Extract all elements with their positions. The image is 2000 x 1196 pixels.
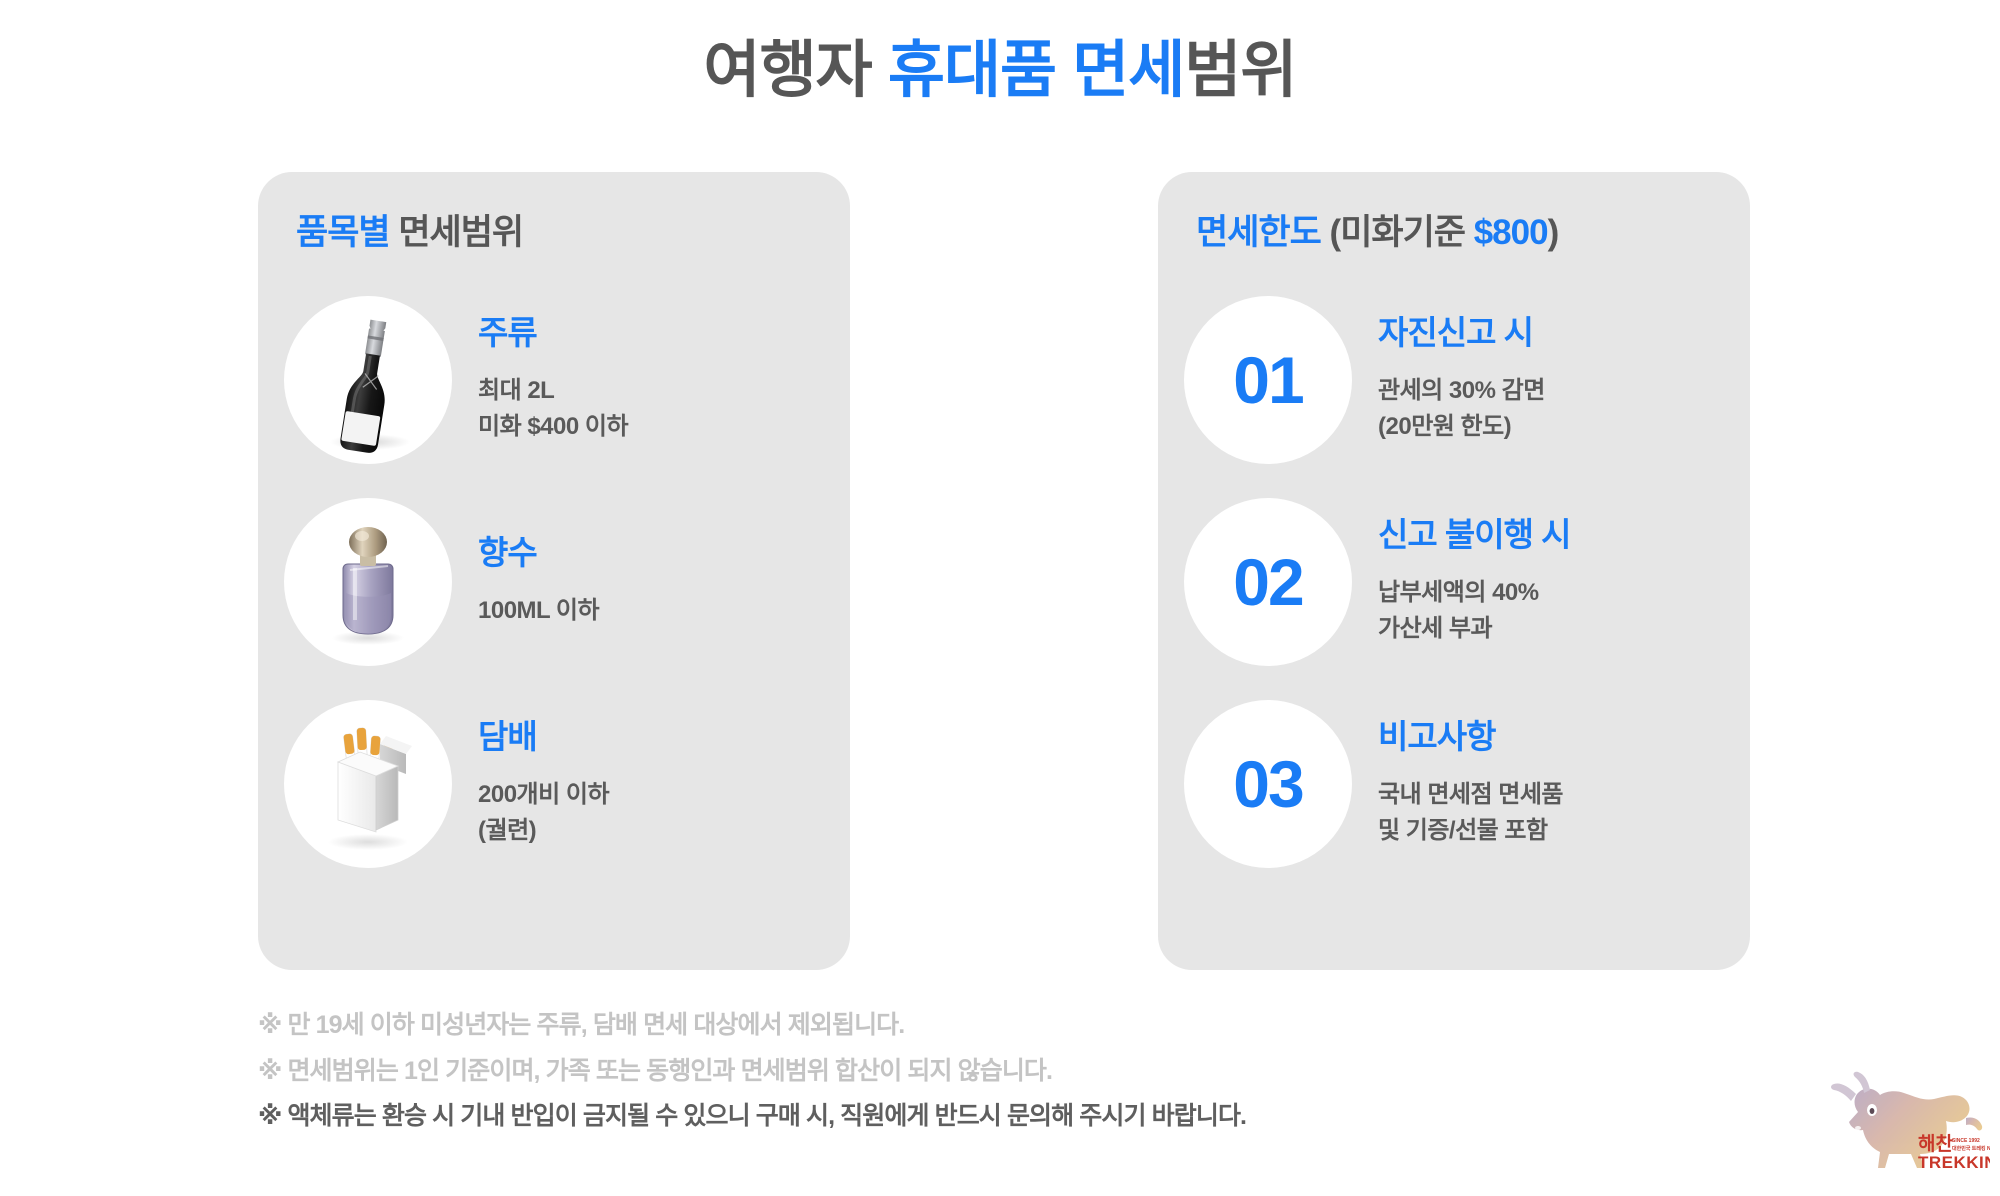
panel-item-allowances-heading: 품목별 면세범위 [296, 204, 524, 255]
list-item-text: 신고 불이행 시 납부세액의 40% 가산세 부과 [1378, 515, 1571, 647]
list-item: 02 신고 불이행 시 납부세액의 40% 가산세 부과 [1184, 482, 1730, 682]
cigarette-pack-icon [284, 700, 452, 868]
list-item-title: 주류 [478, 313, 538, 351]
page-title: 여행자 휴대품 면세범위 [0, 36, 2000, 105]
panel-heading-paren-open: (미화기준 [1320, 213, 1474, 252]
panel-duty-free-limit: 면세한도 (미화기준 $800) 01 자진신고 시 관세의 30% 감면 (2… [1158, 172, 1750, 970]
panel-item-allowances: 품목별 면세범위 [258, 172, 850, 970]
list-item-desc-line-2: 가산세 부과 [1378, 615, 1493, 643]
list-item: 03 비고사항 국내 면세점 면세품 및 기증/선물 포함 [1184, 684, 1730, 884]
champagne-bottle-icon [284, 296, 452, 464]
page-title-part-3: 범위 [1184, 36, 1297, 105]
svg-text:해찬: 해찬 [1918, 1133, 1953, 1155]
perfume-bottle-icon [284, 498, 452, 666]
list-item-desc-line-2: (궐련) [478, 817, 537, 845]
list-item-title: 자진신고 시 [1378, 313, 1534, 351]
list-item-desc-line-1: 납부세액의 40% [1378, 579, 1539, 607]
list-item-text: 비고사항 국내 면세점 면세품 및 기증/선물 포함 [1378, 717, 1563, 849]
list-item: 01 자진신고 시 관세의 30% 감면 (20만원 한도) [1184, 280, 1730, 480]
list-item-desc-line-1: 최대 2L [478, 377, 555, 405]
panel-heading-paren-close: ) [1547, 213, 1560, 252]
svg-text:SINCE 1992: SINCE 1992 [1952, 1138, 1980, 1144]
list-item-text: 향수 100ML 이하 [478, 533, 600, 629]
panel-heading-amount: $800 [1473, 213, 1549, 252]
footnotes: ※ 만 19세 이하 미성년자는 주류, 담배 면세 대상에서 제외됩니다. ※… [258, 1003, 1758, 1140]
list-item-desc-line-2: 미화 $400 이하 [478, 413, 629, 441]
footnote-2: ※ 면세범위는 1인 기준이며, 가족 또는 동행인과 면세범위 합산이 되지 … [258, 1056, 1053, 1085]
footnote-3: ※ 액체류는 환승 시 기내 반입이 금지될 수 있으니 구매 시, 직원에게 … [258, 1102, 1247, 1130]
page-title-part-1: 여행자 [703, 36, 888, 105]
step-number-badge: 03 [1184, 700, 1352, 868]
list-item-desc-line-1: 200개비 이하 [478, 781, 610, 809]
list-item-title: 담배 [478, 717, 538, 755]
step-number-badge: 01 [1184, 296, 1352, 464]
footnote-1: ※ 만 19세 이하 미성년자는 주류, 담배 면세 대상에서 제외됩니다. [258, 1011, 905, 1039]
list-item-title: 신고 불이행 시 [1378, 515, 1571, 553]
list-item-desc-line-1: 100ML 이하 [478, 597, 600, 625]
svg-text:TREKKING: TREKKING [1918, 1153, 1990, 1172]
page-title-part-2: 휴대품 면세 [887, 36, 1185, 105]
list-item-desc-line-2: (20만원 한도) [1378, 413, 1512, 441]
list-item-text: 담배 200개비 이하 (궐련) [478, 717, 610, 849]
list-item: 담배 200개비 이하 (궐련) [284, 684, 830, 884]
brand-logo: 해찬 SINCE 1992 대한민국 트레킹 No.1 TREKKING [1818, 1064, 1990, 1184]
list-item-text: 자진신고 시 관세의 30% 감면 (20만원 한도) [1378, 313, 1545, 445]
list-item-desc-line-1: 국내 면세점 면세품 [1378, 781, 1563, 809]
step-number: 02 [1233, 545, 1304, 619]
panel-duty-free-limit-heading: 면세한도 (미화기준 $800) [1196, 204, 1560, 255]
list-item: 향수 100ML 이하 [284, 482, 830, 682]
list-item-title: 향수 [478, 533, 538, 571]
panel-heading-accent: 품목별 [296, 213, 391, 252]
step-number: 01 [1233, 343, 1304, 417]
list-item-title: 비고사항 [1378, 717, 1496, 755]
step-number-badge: 02 [1184, 498, 1352, 666]
list-item-desc-line-2: 및 기증/선물 포함 [1378, 817, 1548, 845]
list-item: 주류 최대 2L 미화 $400 이하 [284, 280, 830, 480]
list-item-text: 주류 최대 2L 미화 $400 이하 [478, 313, 629, 445]
panel-heading-rest: 면세범위 [389, 213, 524, 252]
step-number: 03 [1233, 747, 1304, 821]
list-item-desc-line-1: 관세의 30% 감면 [1378, 377, 1545, 405]
svg-text:대한민국 트레킹 No.1: 대한민국 트레킹 No.1 [1952, 1145, 1990, 1152]
panel-heading-accent: 면세한도 [1196, 213, 1322, 252]
